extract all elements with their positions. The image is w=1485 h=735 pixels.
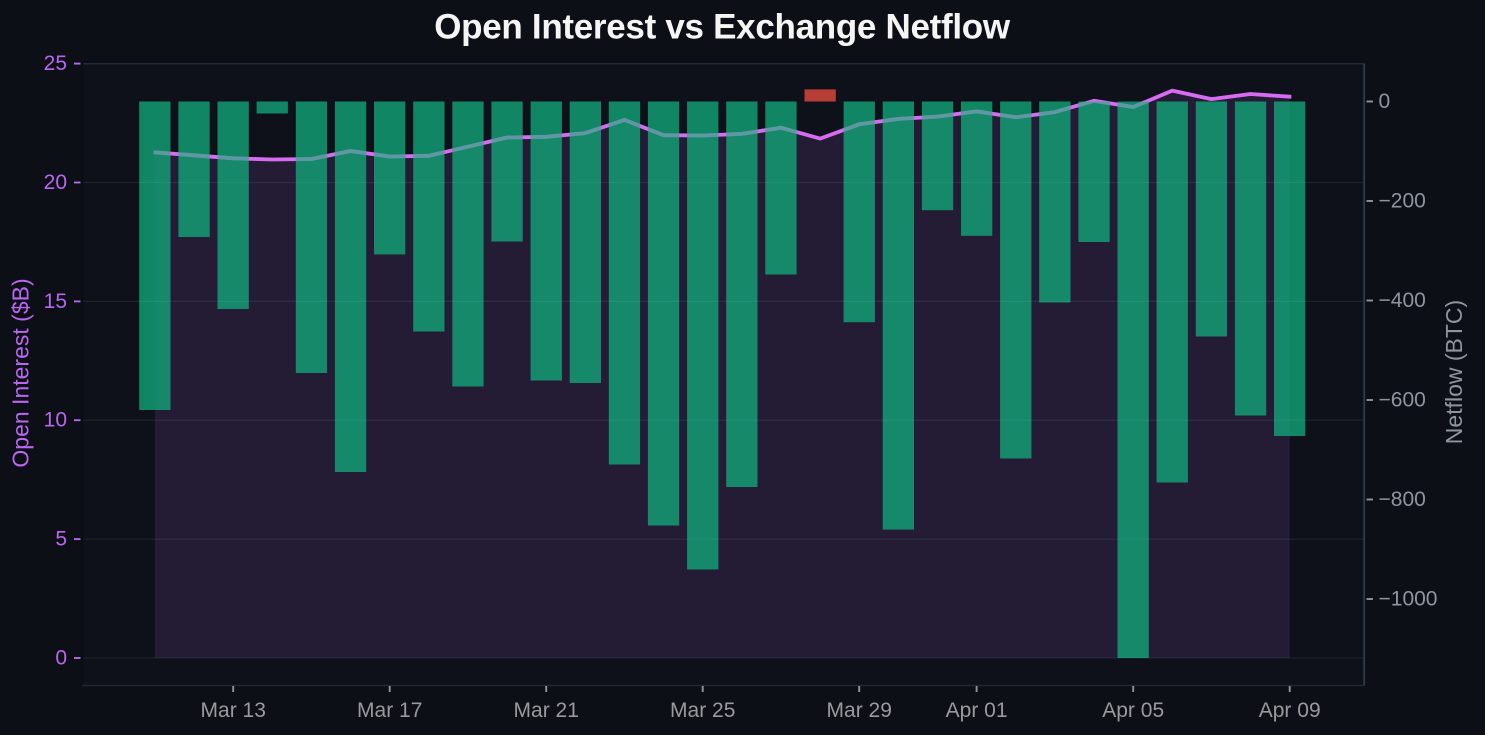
svg-text:Mar 17: Mar 17: [357, 699, 422, 722]
svg-text:Mar 29: Mar 29: [827, 699, 892, 722]
svg-text:−200: −200: [1379, 190, 1426, 213]
svg-text:Open Interest ($B): Open Interest ($B): [8, 278, 34, 467]
svg-text:Open Interest vs Exchange Netf: Open Interest vs Exchange Netflow: [434, 8, 1011, 47]
svg-text:25: 25: [44, 52, 67, 75]
svg-text:5: 5: [55, 528, 67, 551]
svg-text:Apr 01: Apr 01: [946, 699, 1008, 722]
svg-text:−1000: −1000: [1379, 588, 1438, 611]
svg-text:10: 10: [44, 409, 67, 432]
svg-text:Mar 21: Mar 21: [514, 699, 579, 722]
svg-text:0: 0: [55, 647, 67, 670]
svg-text:0: 0: [1379, 90, 1391, 113]
svg-text:−600: −600: [1379, 389, 1426, 412]
svg-text:−800: −800: [1379, 488, 1426, 511]
svg-text:Apr 09: Apr 09: [1259, 699, 1321, 722]
svg-text:Mar 25: Mar 25: [670, 699, 735, 722]
svg-text:Netflow (BTC): Netflow (BTC): [1441, 300, 1467, 444]
svg-text:20: 20: [44, 171, 67, 194]
svg-text:15: 15: [44, 290, 67, 313]
svg-text:−400: −400: [1379, 289, 1426, 312]
svg-text:Apr 05: Apr 05: [1102, 699, 1164, 722]
svg-text:Mar 13: Mar 13: [201, 699, 266, 722]
